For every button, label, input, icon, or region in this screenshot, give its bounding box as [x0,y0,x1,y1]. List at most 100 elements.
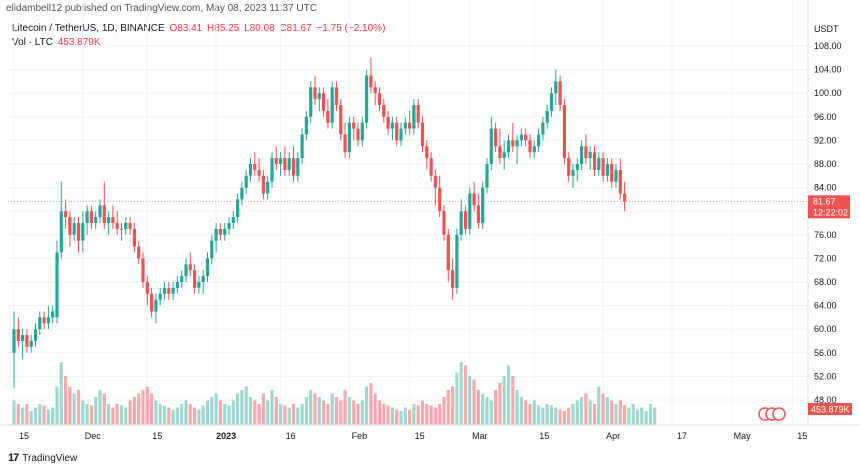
x-axis[interactable]: 15 Dec 15 2023 16 Feb 15 Mar 15 Apr 17 May 15 [19,431,807,441]
candle [317,87,321,111]
tradingview-logo-icon: 17 [8,452,19,464]
candle-body [369,75,373,88]
candle [408,110,412,135]
x-tick-label: 16 [286,431,296,441]
volume-bar [102,393,106,425]
candle-body [137,246,141,259]
candle [33,323,38,347]
candle-body [283,158,287,170]
candle-body [549,93,554,111]
tradingview-logo[interactable]: 17 TradingView [8,452,77,464]
candle [438,175,442,218]
candle-body [171,287,175,294]
volume-bar [653,407,657,425]
candle [399,122,403,147]
candle-body [463,211,468,229]
candle-body [562,105,566,159]
candle [601,152,605,182]
volume-bar [459,362,463,425]
candle [330,81,334,129]
y-tick-label: 60.00 [814,324,837,334]
x-tick-label: Feb [352,431,368,441]
volume-bar [162,405,167,425]
candle-body [403,122,407,129]
volume-bar [429,405,433,425]
candle [279,152,283,176]
volume-bar [511,376,515,425]
x-tick-label: May [734,431,752,441]
candle [515,134,519,164]
volume-bar [408,409,412,425]
candle [12,311,16,389]
candle [459,199,463,241]
y-axis[interactable]: 108.00104.00100.0096.0092.0088.0084.0080… [814,41,842,405]
candle [343,122,347,159]
symbol-legend: Litecoin / TetherUS, 1D, BINANCE O83.41 … [12,23,387,34]
volume-bar [601,393,605,425]
volume-bar [472,379,476,425]
change-value: −1.75 (−2.10%) [316,23,386,34]
candle [377,87,382,111]
candle-body [111,217,115,223]
volume-bar [584,393,588,425]
candle [412,99,416,135]
candle [38,311,42,336]
volume-tag: 453.879K [808,403,852,415]
x-tick-label: 15 [152,431,162,441]
x-tick-label: 17 [677,431,687,441]
candle [584,134,588,164]
event-markers[interactable] [758,407,786,421]
candle-body [575,164,579,170]
candle-body [334,87,339,105]
candle [532,140,536,159]
volume-bar [46,409,50,425]
candle [193,264,197,294]
volume-bar [339,400,343,425]
candle-body [455,234,459,288]
candle-body [64,211,68,218]
candle [236,193,240,223]
volume-label[interactable]: Vol · LTC [12,37,53,48]
candle [420,116,425,153]
candle [29,335,33,353]
volume-bar [274,397,278,425]
volume-bar [356,404,360,425]
candle [511,122,515,153]
candle-body [317,93,321,100]
volume-bar [12,400,16,425]
candle-body [584,146,588,159]
candle [154,293,158,324]
y-tick-label: 72.00 [814,253,837,263]
candle-body [210,240,214,259]
candle-body [55,252,59,318]
candle [554,69,558,105]
volume-bar [124,407,128,425]
close-value: C81.67 [279,23,312,34]
candle [291,146,296,182]
candle-body [29,341,33,347]
event-marker-icon[interactable] [772,407,786,421]
candle [76,217,81,253]
volume-bar [287,407,291,425]
volume-bar [438,404,442,425]
candle [605,158,609,182]
candle [541,116,545,141]
candle [386,110,390,135]
candle-body [76,223,81,241]
candle-body [16,329,20,341]
candle-body [524,134,528,141]
symbol-label[interactable]: Litecoin / TetherUS, 1D, BINANCE [12,23,165,34]
candle-body [205,258,210,277]
candle-body [59,211,63,253]
y-tick-label: 96.00 [814,112,837,122]
volume-bar [279,404,283,425]
candle-body [610,164,614,182]
volume-bar [33,407,38,425]
candle-body [330,87,334,123]
candle-body [287,158,291,170]
candle [537,128,541,153]
volume-bar [502,376,506,425]
candle-body [365,75,369,123]
candle [580,140,584,170]
